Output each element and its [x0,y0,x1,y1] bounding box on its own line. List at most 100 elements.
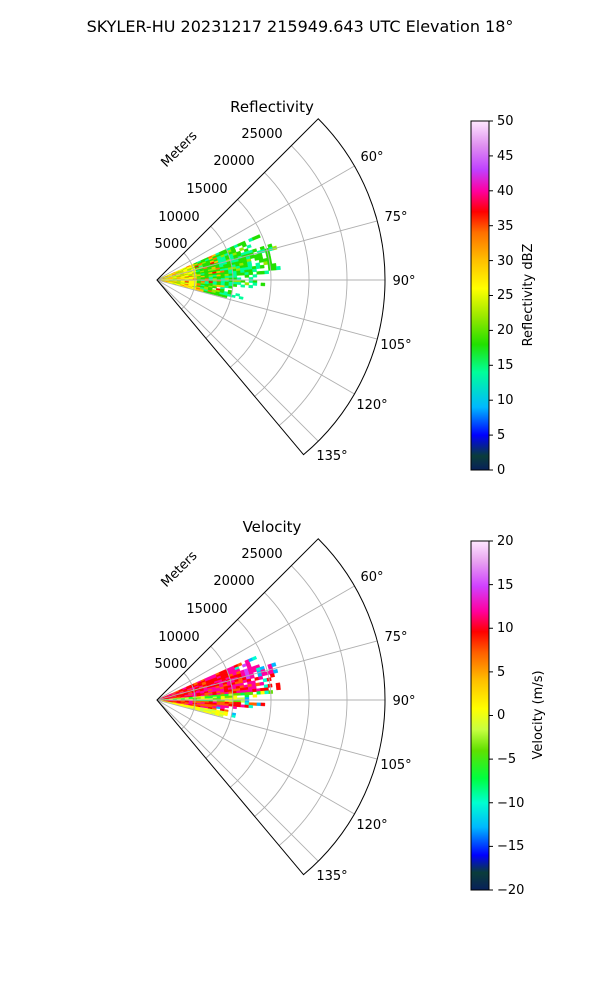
echo-cell [240,704,246,708]
reflectivity-title: Reflectivity [230,98,314,116]
azimuth-spoke [156,165,355,281]
echo-cell [232,275,238,279]
echo-cell [259,264,265,269]
echo-cell [248,271,254,276]
azimuth-spoke [156,699,319,862]
echo-cell [240,692,246,696]
sector-outline [156,118,386,456]
echo-cell [272,266,277,271]
radial-tick-label: 25000 [241,547,282,562]
echo-cell [244,274,250,278]
echo-cell [248,284,254,289]
colorbar-tick-label: 30 [497,254,514,269]
azimuth-spoke [156,279,355,395]
echo-cell [244,702,250,706]
reflectivity-polar-grid [156,118,386,456]
angle-tick-label: 90° [392,274,415,289]
echo-cell [252,694,258,698]
echo-cell [272,668,279,674]
echo-cell [244,272,250,276]
echo-cell [236,282,242,285]
velocity-angle-labels: 60° 75° 90° 105° 120° 135° [316,570,415,884]
colorbar-tick-label: 45 [497,149,514,164]
azimuth-spoke [156,279,378,340]
colorbar-tick-label: 0 [497,708,505,723]
range-ring [181,252,196,310]
echo-cell [235,293,241,297]
echo-cell [224,275,230,279]
echo-cell [252,282,258,286]
azimuth-spoke [156,699,378,760]
colorbar-gradient [470,540,490,891]
echo-cell [224,285,229,289]
angle-tick-label: 75° [384,630,407,645]
echo-cell [269,673,275,678]
angle-tick-label: 135° [316,869,347,884]
radial-tick-label: 25000 [241,127,282,142]
echo-cell [276,685,281,691]
angle-tick-label: 60° [360,150,383,165]
echo-cell [248,704,254,709]
echo-cell [264,270,270,275]
echo-cell [216,706,221,710]
echo-cell [256,691,262,695]
angle-tick-label: 120° [356,398,387,413]
colorbar-tick-label: 35 [497,219,514,234]
echo-cell [252,268,257,273]
colorbar-tick-label: 40 [497,184,514,199]
echo-cell [232,695,238,699]
echo-cell [252,274,258,278]
velocity-colorbar: −20 −15 −10 −5 0 5 10 15 20 Velocity (m/… [470,534,546,898]
echo-cell [258,258,264,263]
colorbar-tick-label: 15 [497,578,514,593]
echo-cell [263,261,269,266]
range-ring [229,199,272,368]
echo-cell [224,705,229,709]
echo-cell [259,681,265,686]
radial-tick-label: 15000 [186,182,227,197]
echo-cell [255,265,261,270]
colorbar-ticks [489,540,493,891]
velocity-polar-grid [156,538,386,876]
colorbar-tick-label: 15 [497,358,514,373]
echo-cell [220,275,226,279]
echo-cell [256,688,261,692]
echo-cell [216,284,221,288]
angle-tick-label: 75° [384,210,407,225]
angle-tick-label: 135° [316,449,347,464]
radial-tick-label: 20000 [213,574,254,589]
echo-cell [262,678,268,683]
angle-tick-label: 120° [356,818,387,833]
echo-cell [256,702,262,707]
echo-cell [276,265,281,271]
echo-cell [224,695,230,699]
colorbar-ticks [489,120,493,471]
echo-cell [248,691,254,696]
echo-cell [240,284,246,288]
echo-cell [236,704,242,708]
colorbar-tick-label: 10 [497,393,514,408]
echo-cell [264,690,270,695]
echo-cell [228,703,234,707]
echo-cell [258,675,264,681]
azimuth-spoke [156,699,355,815]
range-ring [254,592,310,817]
colorbar-tick-label: 20 [497,534,514,549]
colorbar-gradient [470,120,490,471]
range-ring [205,225,234,339]
echo-cell [220,695,226,699]
echo-cell [255,682,261,687]
colorbar-tick-label: 20 [497,323,514,338]
echo-cell [244,694,250,698]
velocity-panel: Velocity 5000 10000 15000 20000 25000 Me… [154,518,546,898]
echo-cell [239,247,245,252]
echo-cell [223,712,228,717]
azimuth-spoke [156,585,355,701]
colorbar-tick-label: 50 [497,114,514,129]
echo-cell [260,690,266,695]
colorbar-tick-label: 10 [497,621,514,636]
echo-cell [232,284,238,287]
reflectivity-radial-labels: 5000 10000 15000 20000 25000 Meters [154,127,282,252]
range-ring [254,172,310,397]
echo-cell [232,706,237,710]
